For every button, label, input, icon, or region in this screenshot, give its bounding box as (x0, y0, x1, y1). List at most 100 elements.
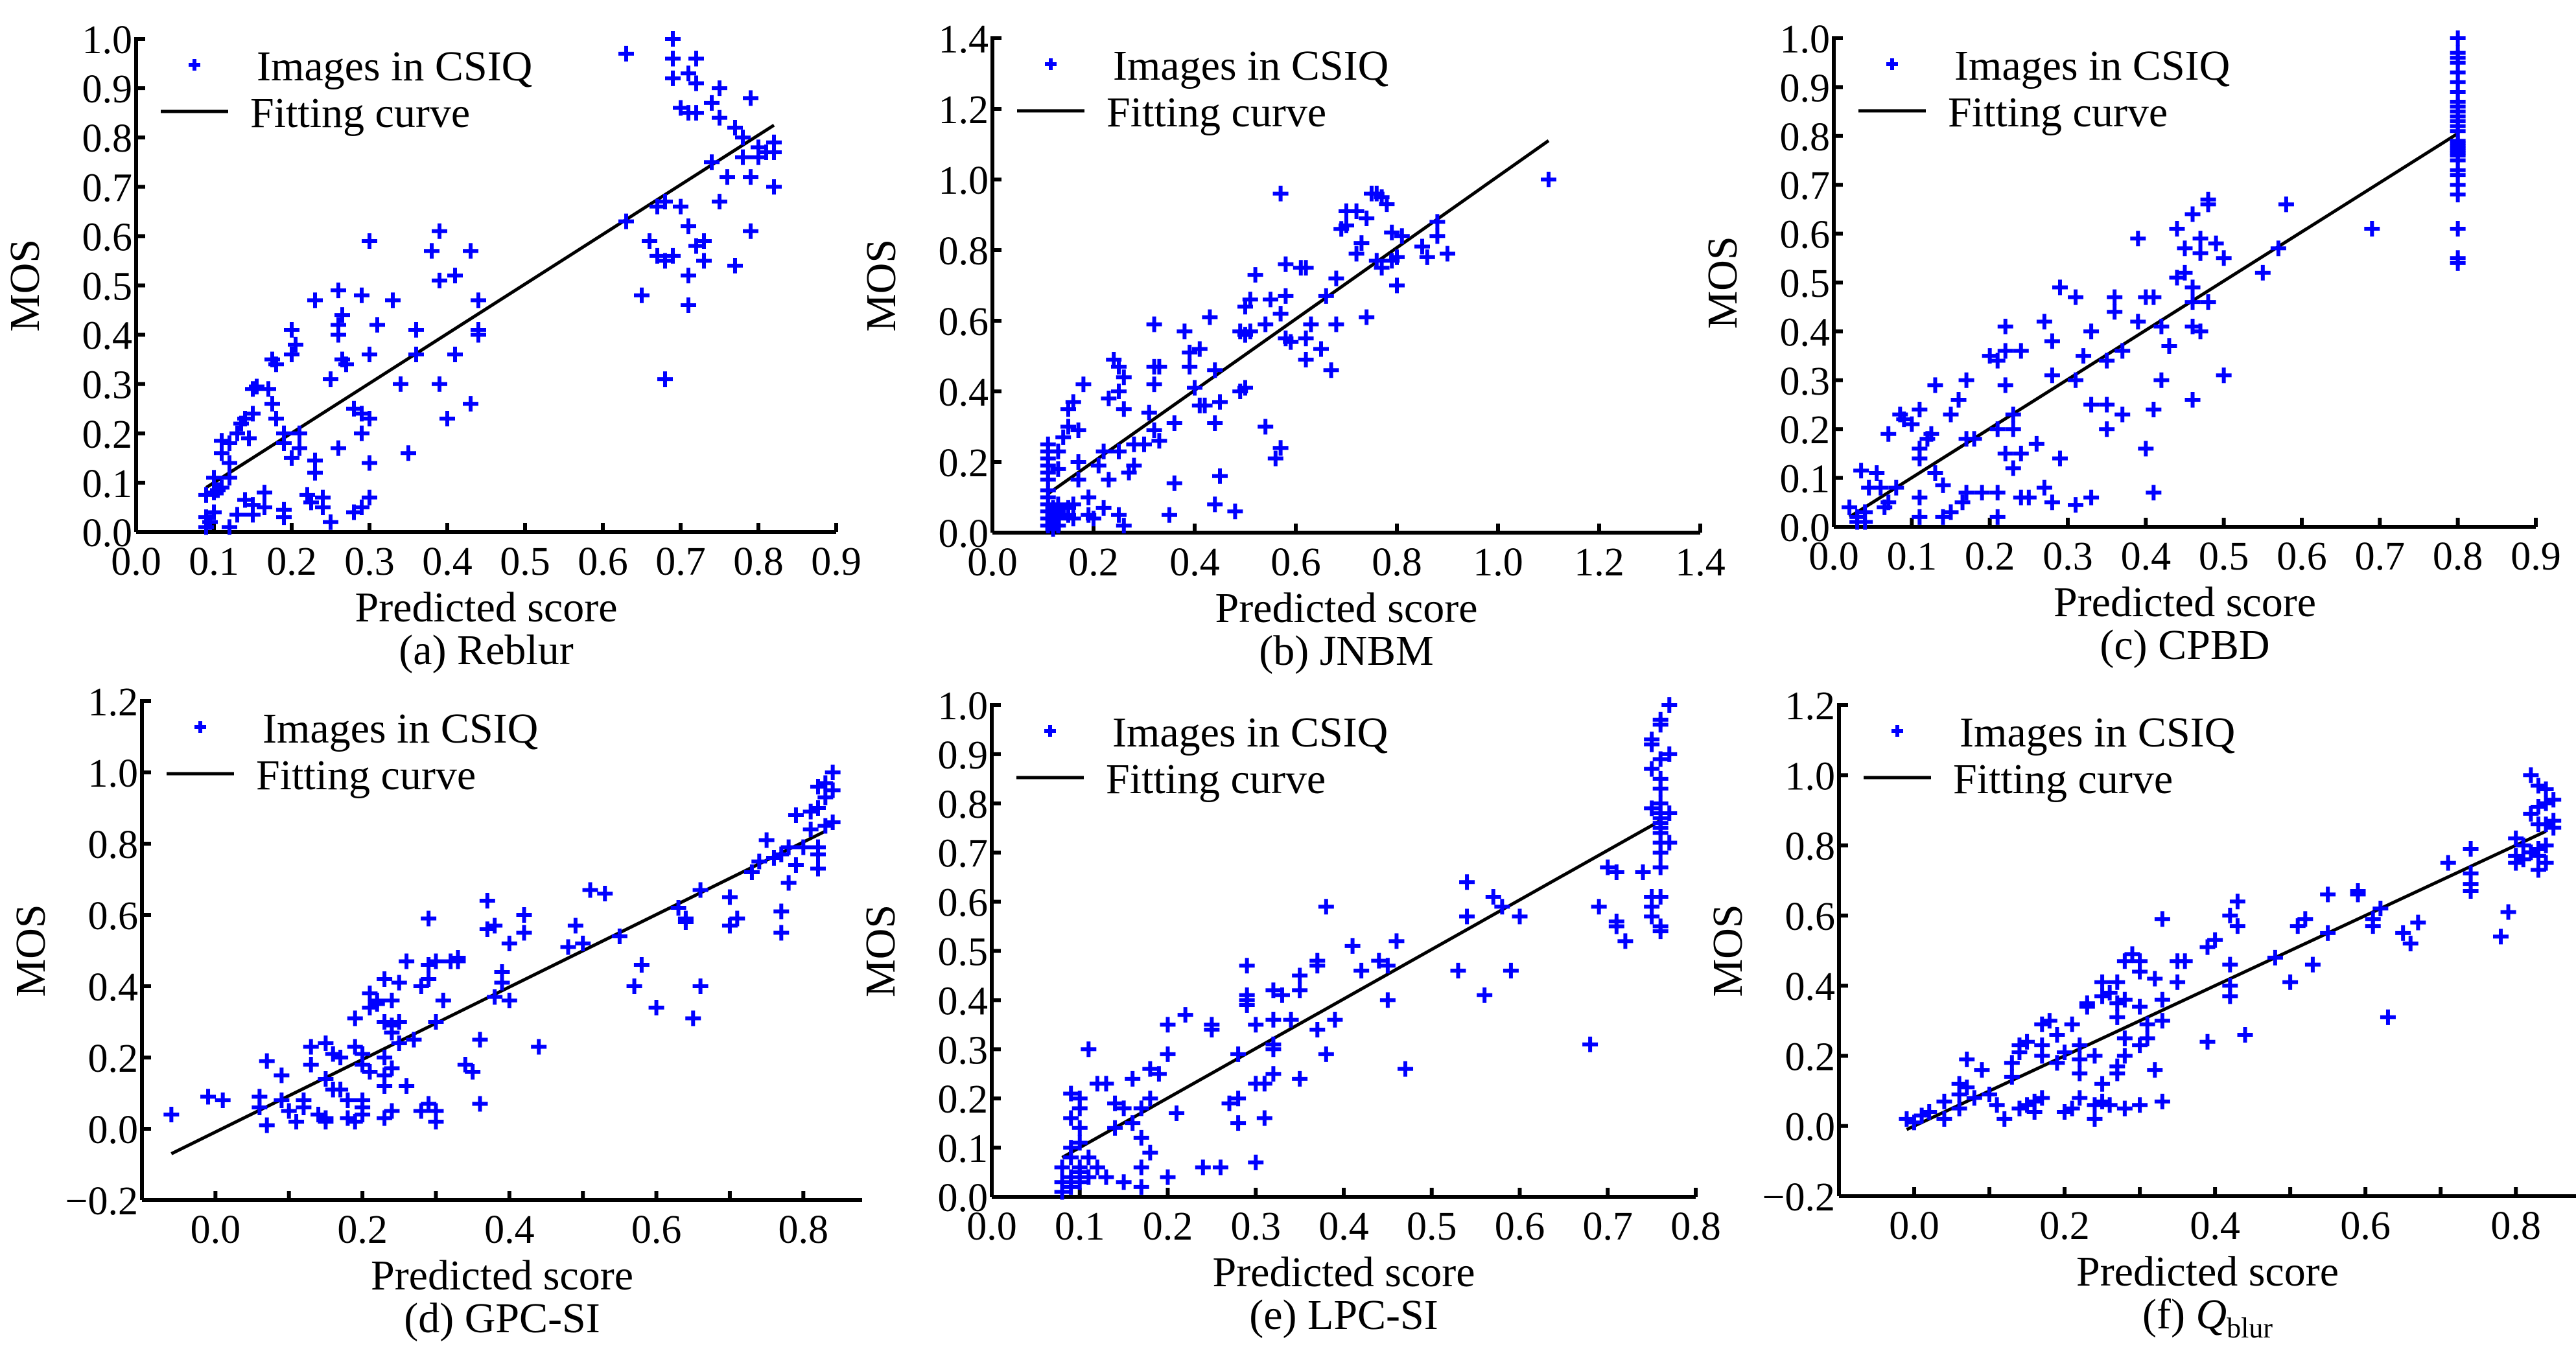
data-point-marker (377, 1050, 393, 1065)
x-tick-label: 0.6 (631, 1208, 682, 1252)
data-point-marker (1398, 1061, 1414, 1077)
data-point-marker (2229, 918, 2245, 934)
data-point-marker (692, 882, 708, 898)
data-point-marker (648, 1000, 664, 1015)
x-tick-label: 0.7 (655, 540, 706, 584)
data-point-marker (229, 425, 245, 441)
x-tick-label: 0.4 (2190, 1204, 2240, 1248)
data-point-marker (1298, 330, 1314, 347)
data-point-marker (1151, 1066, 1167, 1082)
data-point-marker (1388, 933, 1405, 949)
data-point-marker (284, 450, 299, 466)
data-point-marker (1389, 277, 1405, 294)
y-tick-label: 0.6 (939, 300, 989, 344)
fitting-curve-line (1848, 132, 2459, 519)
y-tick-label: 1.0 (1780, 17, 1831, 62)
data-point-marker (1842, 499, 1858, 515)
data-point-marker (2161, 338, 2177, 354)
data-point-marker (2116, 991, 2133, 1008)
data-point-marker (428, 1114, 444, 1129)
data-point-marker (2184, 294, 2201, 310)
data-point-marker (288, 1114, 305, 1129)
data-point-marker (2072, 1037, 2088, 1054)
data-point-marker (1125, 1115, 1141, 1131)
data-point-marker (2154, 911, 2170, 927)
legend-label-scatter: Images in CSIQ (1960, 709, 2235, 756)
data-point-marker (2130, 314, 2146, 330)
data-point-marker (384, 993, 400, 1008)
x-tick-label: 0.6 (1495, 1205, 1545, 1249)
data-point-marker (673, 198, 688, 214)
data-point-marker (2132, 964, 2148, 980)
data-point-marker (2450, 30, 2466, 46)
data-point-marker (810, 861, 826, 877)
data-point-marker (1896, 411, 1912, 428)
data-point-marker (665, 70, 681, 86)
data-point-marker (1265, 1066, 1282, 1082)
legend-marker-plus-icon (194, 721, 206, 733)
caption-prefix: (f) (2142, 1291, 2195, 1338)
data-point-marker (1652, 844, 1669, 861)
data-point-marker (435, 993, 451, 1008)
legend-label-scatter: Images in CSIQ (263, 705, 538, 752)
x-tick-label: 0.6 (2340, 1204, 2391, 1248)
data-point-marker (1146, 422, 1162, 438)
data-point-marker (2200, 191, 2216, 207)
data-point-marker (214, 433, 229, 449)
data-point-marker (432, 272, 447, 288)
data-point-marker (2229, 894, 2245, 910)
data-point-marker (795, 839, 812, 855)
data-point-marker (1101, 390, 1117, 406)
subplot-caption: (a) Reblur (399, 627, 573, 674)
data-point-marker (214, 480, 229, 496)
y-tick-label: 0.8 (1780, 115, 1831, 159)
data-point-marker (2013, 343, 2029, 359)
y-tick-label: 0.6 (1780, 213, 1831, 257)
data-point-marker (1292, 982, 1308, 999)
x-tick-label: 0.5 (1407, 1205, 1457, 1249)
x-tick-label: 0.4 (1318, 1205, 1369, 1249)
data-point-marker (1063, 1179, 1079, 1195)
data-point-marker (428, 1014, 444, 1030)
data-point-marker (1063, 1085, 1079, 1102)
x-tick-label: 0.8 (1670, 1205, 1721, 1249)
data-point-marker (362, 455, 377, 471)
data-point-marker (1162, 507, 1177, 523)
data-point-marker (1081, 489, 1097, 505)
data-point-marker (1935, 477, 1951, 493)
data-point-marker (642, 233, 657, 249)
y-axis-label: MOS (1704, 904, 1751, 997)
data-point-marker (1644, 800, 1660, 816)
data-point-marker (1081, 1150, 1097, 1166)
data-point-marker (1374, 260, 1390, 276)
data-point-marker (198, 487, 214, 503)
data-point-marker (276, 509, 292, 526)
x-tick-label: 0.4 (1169, 540, 1220, 584)
data-point-marker (1050, 461, 1066, 477)
x-tick-label: 0.2 (1965, 535, 2015, 579)
data-point-marker (735, 130, 751, 146)
data-point-marker (222, 455, 237, 471)
data-point-marker (1379, 958, 1396, 974)
data-point-marker (2364, 221, 2380, 237)
data-point-marker (1151, 358, 1167, 375)
data-point-marker (1063, 1140, 1079, 1156)
data-point-marker (1644, 908, 1660, 925)
data-point-marker (1125, 1070, 1141, 1087)
data-point-marker (323, 371, 338, 387)
data-point-marker (1207, 362, 1223, 378)
data-point-marker (773, 903, 790, 919)
x-tick-label: 0.6 (578, 540, 628, 584)
x-tick-label: 0.5 (2199, 535, 2249, 579)
data-point-marker (303, 1039, 319, 1055)
data-point-marker (479, 893, 495, 908)
data-point-marker (688, 75, 704, 91)
data-point-marker (399, 953, 415, 969)
x-tick-label: 0.1 (1887, 535, 1938, 579)
data-point-marker (2538, 837, 2554, 853)
subplot-a: 0.0 0.1 0.2 0.3 0.4 0.5 0.6 0.7 0.8 0.9 1.0 0.0 0.1 0… (1, 18, 861, 674)
subplot-b: 0.0 0.2 0.4 0.6 0.8 1.0 1.2 1.4 0.0 0.2 0.4 0.6 0.8 1… (858, 17, 1726, 675)
data-point-marker (261, 381, 276, 397)
data-point-marker (1086, 511, 1101, 527)
